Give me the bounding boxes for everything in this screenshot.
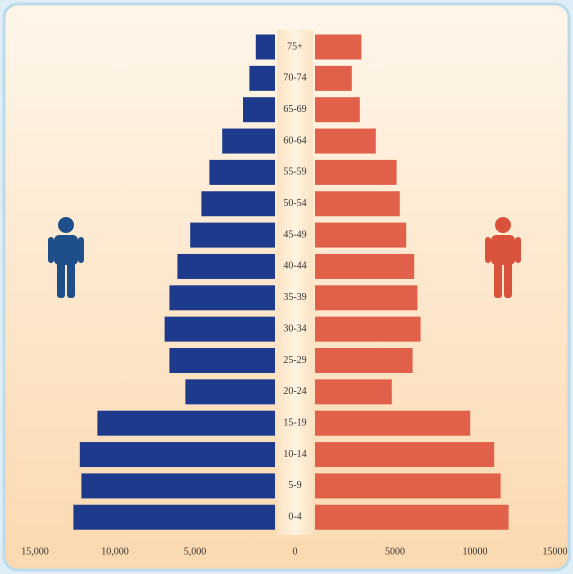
bar [164, 316, 275, 342]
age-label: 35-39 [283, 292, 306, 303]
bar [315, 410, 471, 436]
bar [315, 65, 352, 91]
x-tick-label: 5000 [385, 546, 405, 557]
bar [201, 191, 275, 217]
x-tick-label: 10,000 [101, 546, 129, 557]
bar [315, 222, 407, 248]
age-label: 0-4 [288, 512, 301, 523]
age-label: 25-29 [283, 355, 306, 366]
x-tick-label: 15,000 [21, 546, 49, 557]
bar [315, 379, 392, 405]
age-label: 20-24 [283, 386, 306, 397]
age-label: 30-34 [283, 323, 306, 334]
bar [222, 128, 275, 154]
age-label: 65-69 [283, 104, 306, 115]
bar [315, 285, 418, 311]
male-icon [48, 217, 84, 298]
age-label: 5-9 [288, 480, 301, 491]
x-tick-label: 15000 [543, 546, 568, 557]
bar [209, 159, 275, 185]
bar [249, 65, 275, 91]
bar [315, 34, 362, 60]
x-tick-label: 10000 [463, 546, 488, 557]
age-label: 60-64 [283, 135, 306, 146]
age-label: 55-59 [283, 167, 306, 178]
x-tick-label: 5,000 [184, 546, 207, 557]
bar [315, 473, 501, 499]
bar [185, 379, 275, 405]
bar [315, 97, 360, 123]
x-tick-label: 0 [293, 546, 298, 557]
age-label: 70-74 [283, 73, 306, 84]
bar [315, 253, 415, 279]
bar [315, 442, 495, 468]
bar [190, 222, 275, 248]
label-strip [277, 30, 313, 535]
age-label: 50-54 [283, 198, 306, 209]
bar [177, 253, 275, 279]
bar [315, 504, 509, 530]
bar [169, 348, 275, 373]
bar [255, 34, 275, 60]
bar [315, 159, 397, 185]
bar [97, 410, 276, 436]
bar [243, 97, 275, 123]
bar [315, 191, 400, 217]
bar [315, 348, 413, 373]
bar [73, 504, 276, 530]
age-label: 75+ [287, 41, 303, 52]
bar [315, 128, 376, 154]
bar [169, 285, 275, 311]
age-label: 45-49 [283, 229, 306, 240]
age-label: 40-44 [283, 261, 306, 272]
age-label: 10-14 [283, 449, 306, 460]
bar [81, 473, 276, 499]
bar [79, 442, 275, 468]
bar [315, 316, 421, 342]
female-icon [485, 217, 521, 298]
age-label: 15-19 [283, 417, 306, 428]
